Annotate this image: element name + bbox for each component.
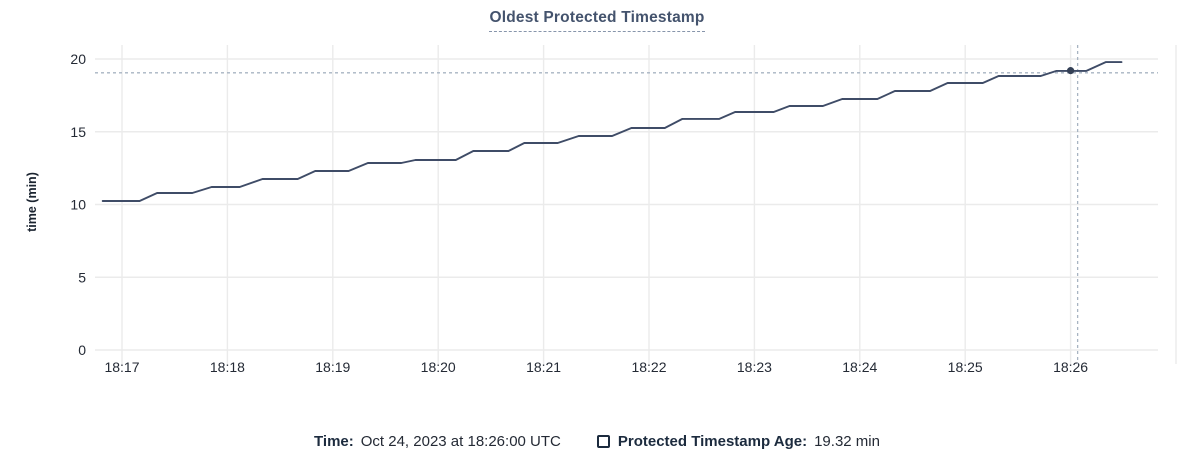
x-tick-label: 18:22 bbox=[631, 359, 666, 375]
legend-series[interactable]: Protected Timestamp Age: 19.32 min bbox=[596, 433, 880, 450]
chart-legend: Time: Oct 24, 2023 at 18:26:00 UTC Prote… bbox=[0, 433, 1194, 450]
chart-header: Oldest Protected Timestamp bbox=[0, 9, 1194, 32]
series-checkbox-icon[interactable] bbox=[596, 435, 610, 448]
x-tick-label: 18:26 bbox=[1053, 359, 1088, 375]
x-tick-label: 18:24 bbox=[842, 359, 877, 375]
legend-time-label: Time: bbox=[314, 433, 354, 450]
legend-time-value: Oct 24, 2023 at 18:26:00 UTC bbox=[360, 433, 561, 450]
x-tick-label: 18:18 bbox=[210, 359, 245, 375]
x-tick-label: 18:20 bbox=[421, 359, 456, 375]
legend-series-value: 19.32 min bbox=[814, 433, 880, 450]
legend-series-label[interactable]: Protected Timestamp Age: bbox=[617, 433, 808, 450]
y-tick-label: 0 bbox=[78, 342, 86, 358]
hover-point-dot bbox=[1067, 67, 1075, 75]
legend-time: Time: Oct 24, 2023 at 18:26:00 UTC bbox=[314, 433, 561, 450]
chart-title[interactable]: Oldest Protected Timestamp bbox=[489, 9, 705, 32]
y-tick-label: 15 bbox=[70, 124, 86, 140]
x-tick-label: 18:17 bbox=[104, 359, 139, 375]
y-tick-label: 10 bbox=[70, 197, 86, 213]
y-tick-label: 20 bbox=[70, 51, 86, 67]
x-tick-label: 18:25 bbox=[948, 359, 983, 375]
series-line bbox=[101, 61, 1123, 202]
x-tick-label: 18:23 bbox=[737, 359, 772, 375]
y-tick-label: 5 bbox=[78, 269, 86, 285]
x-tick-label: 18:21 bbox=[526, 359, 561, 375]
x-tick-label: 18:19 bbox=[315, 359, 350, 375]
